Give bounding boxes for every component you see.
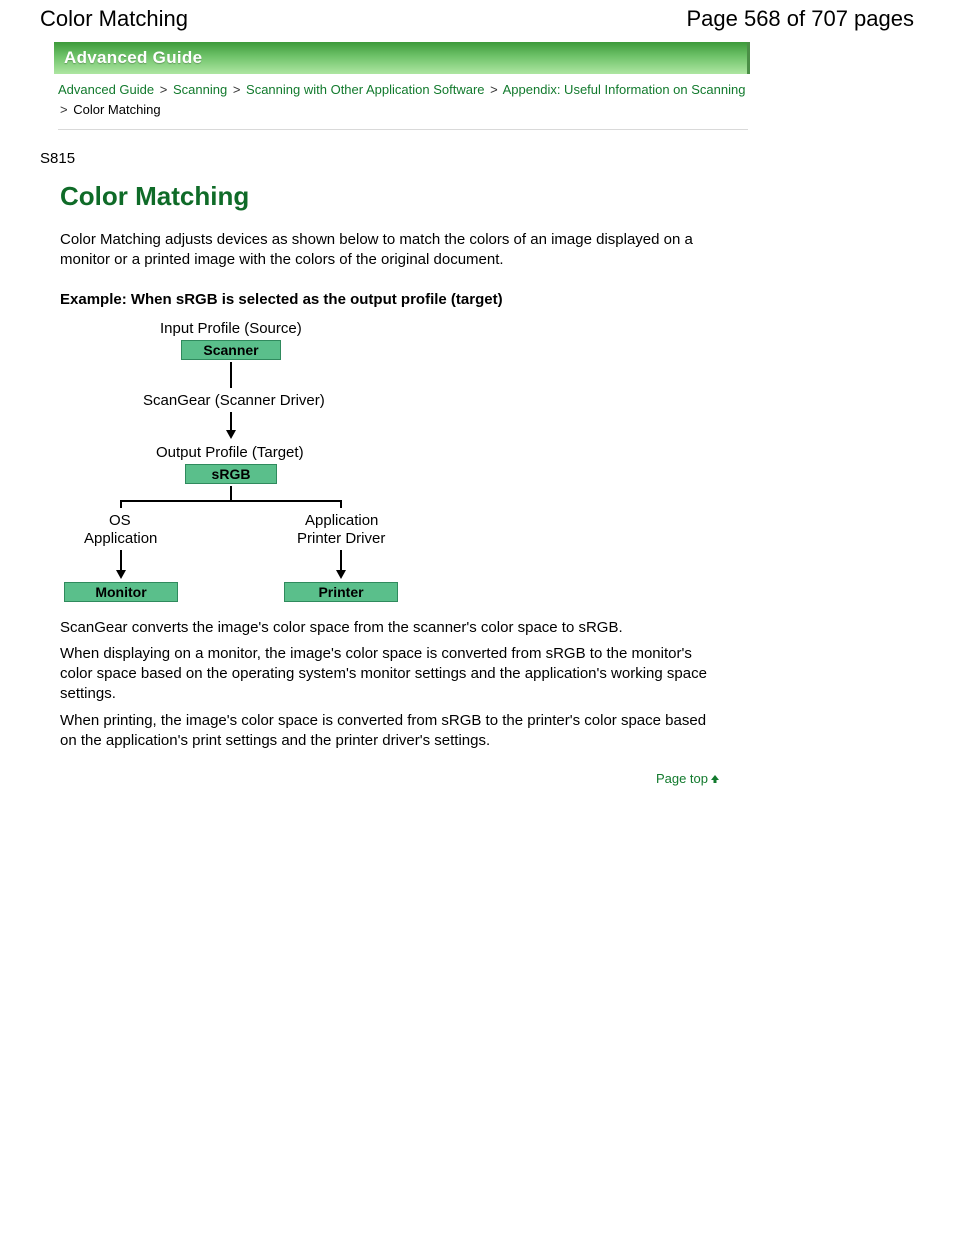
diagram-arrowhead xyxy=(336,570,346,579)
header-title: Color Matching xyxy=(40,6,188,32)
diagram-line xyxy=(120,500,342,502)
intro-paragraph: Color Matching adjusts devices as shown … xyxy=(60,230,720,271)
banner-text: Advanced Guide xyxy=(64,48,202,68)
body-paragraph-2: When displaying on a monitor, the image'… xyxy=(60,644,720,705)
page-top-row: Page top xyxy=(60,771,720,787)
diagram-label-scangear: ScanGear (Scanner Driver) xyxy=(143,392,325,409)
diagram-box-printer: Printer xyxy=(284,582,398,602)
breadcrumb-separator: > xyxy=(58,102,70,117)
diagram-label-printer-driver: Printer Driver xyxy=(297,530,385,547)
body-paragraph-1: ScanGear converts the image's color spac… xyxy=(60,618,720,638)
page-header: Color Matching Page 568 of 707 pages xyxy=(40,0,914,42)
diagram-box-monitor: Monitor xyxy=(64,582,178,602)
diagram-line xyxy=(120,550,122,570)
header-page-indicator: Page 568 of 707 pages xyxy=(686,6,914,32)
up-arrow-icon xyxy=(710,772,720,787)
diagram-line xyxy=(230,486,232,500)
breadcrumb-separator: > xyxy=(231,82,243,97)
diagram-box-srgb: sRGB xyxy=(185,464,277,484)
breadcrumb-link-appendix[interactable]: Appendix: Useful Information on Scanning xyxy=(503,82,746,97)
page-top-link[interactable]: Page top xyxy=(656,771,720,786)
breadcrumb-separator: > xyxy=(488,82,500,97)
diagram-label-os: OS xyxy=(109,512,131,529)
page-top-label: Page top xyxy=(656,771,708,786)
breadcrumb-separator: > xyxy=(158,82,170,97)
example-heading: Example: When sRGB is selected as the ou… xyxy=(60,291,720,308)
body-paragraph-3: When printing, the image's color space i… xyxy=(60,711,720,752)
breadcrumb-current: Color Matching xyxy=(73,102,160,117)
breadcrumb-link-advanced-guide[interactable]: Advanced Guide xyxy=(58,82,154,97)
breadcrumb: Advanced Guide > Scanning > Scanning wit… xyxy=(58,80,748,130)
diagram-line xyxy=(230,412,232,430)
diagram-line xyxy=(230,362,232,388)
diagram-arrowhead xyxy=(116,570,126,579)
diagram-tick xyxy=(340,500,342,508)
breadcrumb-link-scanning-other-software[interactable]: Scanning with Other Application Software xyxy=(246,82,484,97)
document-code: S815 xyxy=(40,150,914,167)
page-title: Color Matching xyxy=(60,181,720,212)
diagram-label-application-left: Application xyxy=(84,530,157,547)
breadcrumb-link-scanning[interactable]: Scanning xyxy=(173,82,227,97)
diagram-label-application-right: Application xyxy=(305,512,378,529)
diagram-box-scanner: Scanner xyxy=(181,340,281,360)
advanced-guide-banner: Advanced Guide xyxy=(54,42,750,74)
diagram-label-output-profile: Output Profile (Target) xyxy=(156,444,304,461)
diagram-line xyxy=(340,550,342,570)
diagram-tick xyxy=(120,500,122,508)
color-matching-diagram: Input Profile (Source) Scanner ScanGear … xyxy=(60,320,420,610)
diagram-label-input-profile: Input Profile (Source) xyxy=(160,320,302,337)
diagram-arrowhead xyxy=(226,430,236,439)
